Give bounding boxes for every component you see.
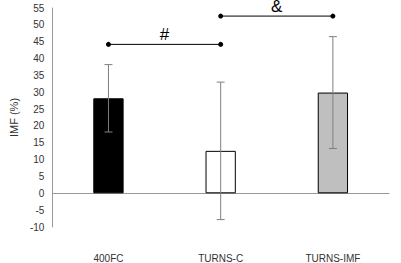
svg-text:15: 15: [33, 137, 45, 148]
svg-text:#: #: [160, 25, 170, 44]
svg-text:20: 20: [33, 120, 45, 131]
svg-text:35: 35: [33, 70, 45, 81]
svg-text:400FC: 400FC: [93, 253, 123, 263]
svg-text:40: 40: [33, 53, 45, 64]
svg-text:50: 50: [33, 19, 45, 30]
svg-text:TURNS-C: TURNS-C: [198, 253, 243, 263]
svg-text:30: 30: [33, 87, 45, 98]
svg-text:45: 45: [33, 36, 45, 47]
svg-text:0: 0: [39, 188, 45, 199]
svg-text:IMF (%): IMF (%): [8, 98, 20, 137]
svg-text:-10: -10: [30, 222, 45, 233]
svg-text:55: 55: [33, 3, 45, 14]
svg-text:-5: -5: [35, 205, 44, 216]
svg-text:25: 25: [33, 104, 45, 115]
svg-text:TURNS-IMF: TURNS-IMF: [305, 253, 360, 263]
svg-text:&: &: [271, 0, 283, 16]
svg-text:5: 5: [39, 171, 45, 182]
svg-text:10: 10: [33, 154, 45, 165]
